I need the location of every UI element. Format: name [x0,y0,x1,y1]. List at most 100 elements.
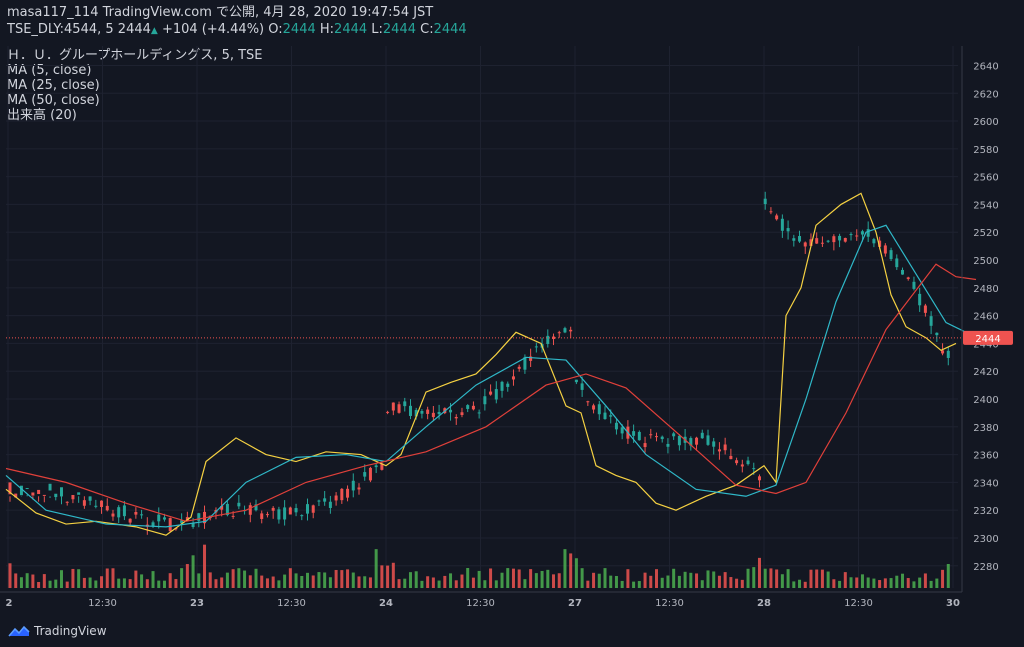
tradingview-logo-icon [8,625,30,637]
volume-bar [735,578,739,588]
candle-body [288,507,292,515]
candle-body [557,332,561,334]
candle-body [769,211,773,213]
legend-volume[interactable]: 出来高 (20) [7,108,77,123]
volume-bar [935,578,939,588]
candle-body [683,436,687,443]
legend-title[interactable]: Ｈ．Ｕ．グループホールディングス, 5, TSE [7,48,263,63]
close-value: 2444 [433,22,467,37]
candle-body [208,515,212,519]
volume-bar [37,581,41,588]
volume-bar [597,573,601,588]
candle-body [895,258,899,268]
volume-bar [746,568,750,588]
low-label: L: [371,22,383,37]
volume-bar [368,577,372,588]
change-arrow-icon: ▲ [150,26,158,36]
volume-bar [906,578,910,588]
x-tick-label: 27 [568,598,582,609]
candle-body [265,514,269,516]
candle-body [706,435,710,445]
candle-body [111,513,115,517]
x-tick-label: 24 [379,598,393,609]
volume-bar [71,568,75,588]
candle-body [317,500,321,502]
candle-body [437,411,441,415]
volume-bar [105,568,109,588]
candle-body [906,277,910,279]
volume-bar [306,572,310,588]
candle-body [717,449,721,452]
legend-ma25[interactable]: MA (25, close) [7,78,100,93]
candle-body [626,426,630,439]
volume-bar [157,580,161,588]
volume-bar [855,577,859,588]
y-tick-label: 2300 [973,534,998,545]
candle-body [540,344,544,348]
candle-body [283,507,287,520]
candle-body [254,504,258,511]
y-tick-label: 2600 [973,117,998,128]
candle-body [878,240,882,247]
volume-bar [511,568,515,588]
volume-bar [323,572,327,588]
volume-bar [689,572,693,588]
candle-body [946,350,950,358]
volume-bar [643,572,647,588]
volume-bar [437,580,441,588]
y-tick-label: 2500 [973,256,998,267]
volume-bar [203,544,207,588]
candle-body [637,431,641,441]
candle-body [786,228,790,232]
legend-ma5[interactable]: MA (5, close) [7,63,91,78]
y-tick-label: 2480 [973,284,998,295]
volume-bar [826,571,830,588]
volume-bar [614,575,618,588]
candle-body [643,443,647,448]
volume-bar [460,574,464,588]
candle-body [935,332,939,336]
volume-bar [637,581,641,588]
candle-body [340,488,344,501]
published-line: masa117_114 TradingView.com で公開, 4月 28, … [7,5,433,20]
candle-body [529,356,533,361]
candle-body [849,234,853,236]
candle-body [128,518,132,523]
volume-bar [569,553,573,588]
candle-body [168,518,172,532]
candle-body [449,409,453,413]
candle-body [157,514,161,522]
legend-ma50-text: MA (50, close) [7,93,100,108]
candle-body [843,237,847,242]
legend-title-text: Ｈ．Ｕ．グループホールディングス, 5, TSE [7,48,263,63]
y-tick-label: 2580 [973,145,998,156]
candle-body [174,528,178,530]
candle-body [815,238,819,244]
volume-bar [134,570,138,588]
tradingview-brand[interactable]: TradingView [8,622,107,640]
candle-body [88,496,92,501]
x-tick-label: 12:30 [88,598,117,609]
volume-bar [288,568,292,588]
volume-bar [895,575,899,588]
volume-bar [534,573,538,588]
x-tick-label: 12:30 [277,598,306,609]
published-text: masa117_114 TradingView.com で公開, 4月 28, … [7,5,434,20]
volume-bar [277,580,281,588]
candle-body [191,523,195,528]
candle-body [672,433,676,437]
candle-body [941,350,945,354]
candle-body [403,401,407,407]
x-tick-label: 28 [757,598,771,609]
volume-bar [94,580,98,588]
symbol-line: TSE_DLY:4544, 5 2444▲ +104 (+4.44%) O:24… [7,22,467,39]
candle-body [346,488,350,498]
candle-body [923,305,927,313]
legend-ma50[interactable]: MA (50, close) [7,93,100,108]
candle-body [471,405,475,410]
last-price-label-bg [963,330,1013,345]
volume-bar [660,577,664,588]
candle-body [122,505,126,517]
candle-body [826,240,830,242]
grid-layer [6,46,958,588]
